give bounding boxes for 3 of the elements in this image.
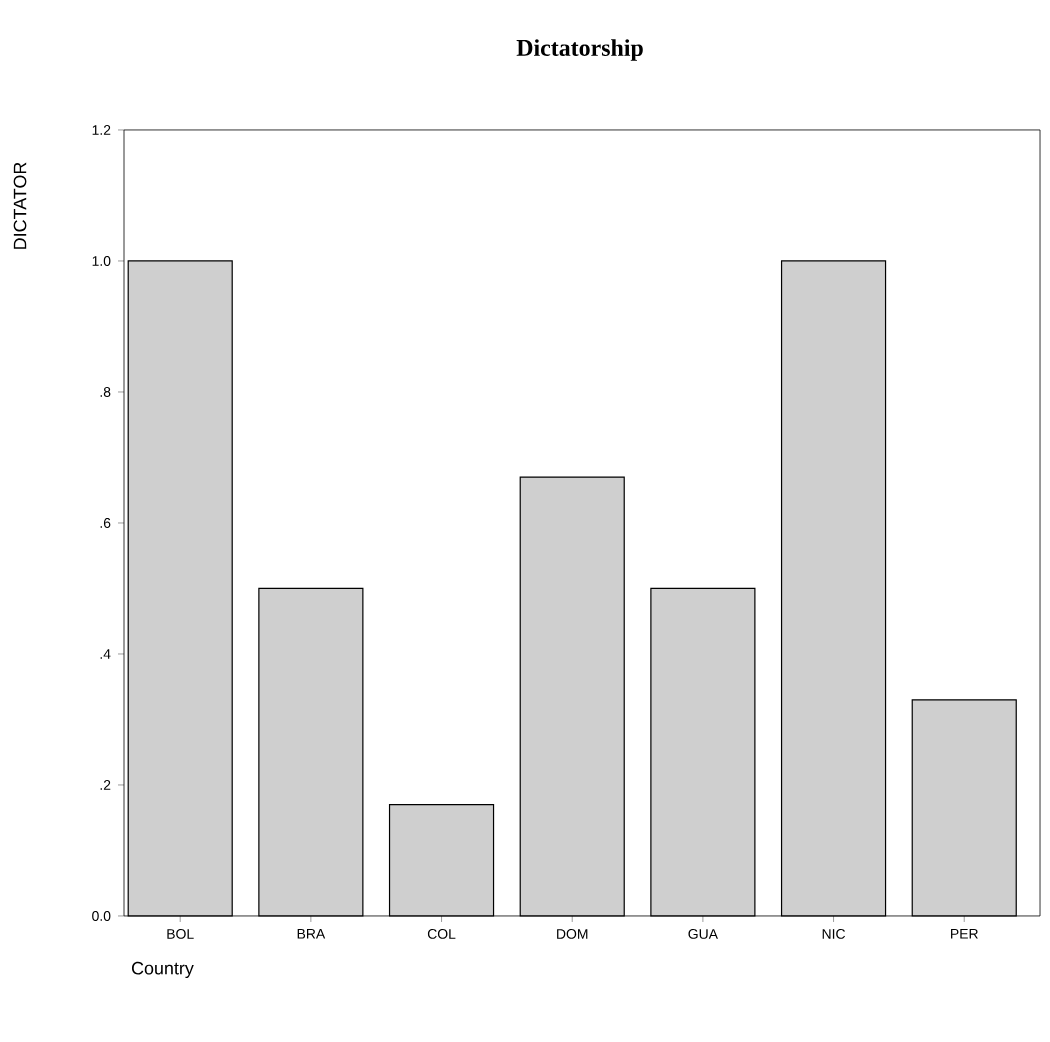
chart-title: Dictatorship [516,39,643,61]
y-axis-title: DICTATOR [13,162,27,249]
x-axis-title: Country [131,961,194,979]
